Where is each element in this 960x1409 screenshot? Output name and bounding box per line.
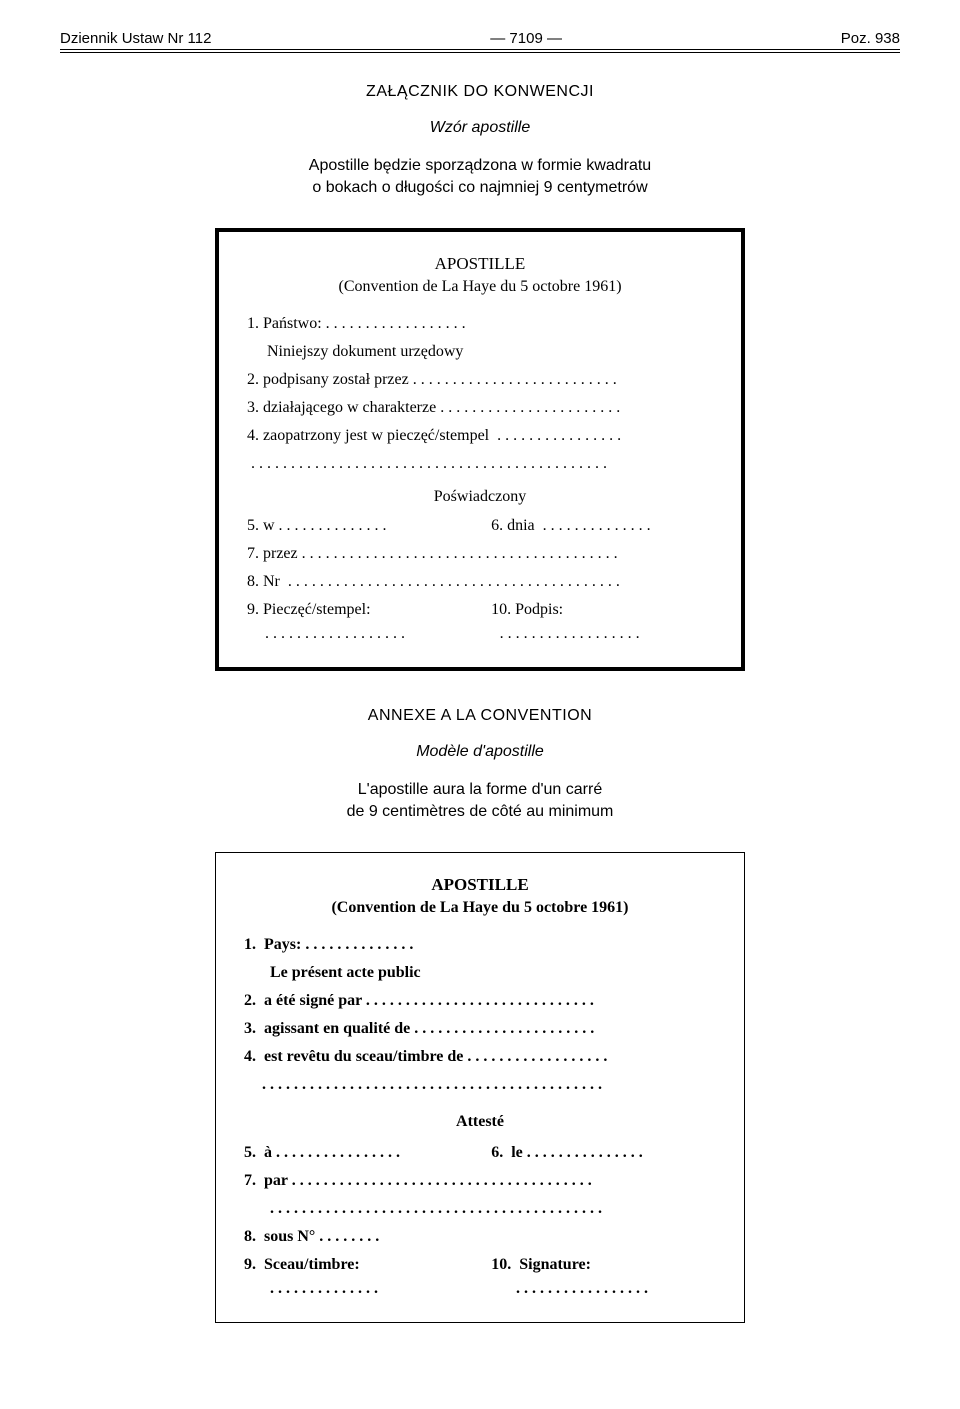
form-pl-convention: (Convention de La Haye du 5 octobre 1961…: [247, 278, 713, 296]
form-fr-line6: 6. le . . . . . . . . . . . . . . .: [491, 1139, 716, 1167]
form-fr-dots10: . . . . . . . . . . . . . . . . .: [516, 1279, 716, 1298]
form-pl-line1: 1. Państwo: . . . . . . . . . . . . . . …: [247, 310, 713, 338]
header-right: Poz. 938: [841, 30, 900, 47]
desc-fr-line2: de 9 centimètres de côté au minimum: [347, 803, 614, 820]
form-fr-line2: 2. a été signé par . . . . . . . . . . .…: [244, 987, 716, 1015]
form-pl-line2: 2. podpisany został przez . . . . . . . …: [247, 366, 713, 394]
form-fr-line8: 8. sous N° . . . . . . . .: [244, 1223, 716, 1251]
form-pl-line4cont: . . . . . . . . . . . . . . . . . . . . …: [251, 450, 713, 478]
form-pl-row910: 9. Pieczęć/stempel: 10. Podpis:: [247, 596, 713, 624]
form-pl-line8: 8. Nr . . . . . . . . . . . . . . . . . …: [247, 568, 713, 596]
page: Dziennik Ustaw Nr 112 — 7109 — Poz. 938 …: [0, 0, 960, 1409]
page-header: Dziennik Ustaw Nr 112 — 7109 — Poz. 938: [60, 30, 900, 50]
form-fr-line5: 5. à . . . . . . . . . . . . . . . .: [244, 1139, 491, 1167]
form-fr-certified: Attesté: [244, 1113, 716, 1131]
form-pl-dots10: . . . . . . . . . . . . . . . . . .: [500, 624, 713, 643]
form-pl-indent: Niniejszy dokument urzędowy: [267, 338, 713, 366]
form-fr-line4cont: . . . . . . . . . . . . . . . . . . . . …: [262, 1071, 716, 1099]
form-pl-line5: 5. w . . . . . . . . . . . . . .: [247, 512, 491, 540]
form-pl-line7: 7. przez . . . . . . . . . . . . . . . .…: [247, 540, 713, 568]
form-fr-title: APOSTILLE: [244, 875, 716, 895]
apostille-form-pl: APOSTILLE (Convention de La Haye du 5 oc…: [215, 228, 745, 671]
form-pl-line4: 4. zaopatrzony jest w pieczęć/stempel . …: [247, 422, 713, 450]
form-fr-indent: Le présent acte public: [270, 959, 716, 987]
form-fr-line3: 3. agissant en qualité de . . . . . . . …: [244, 1015, 716, 1043]
form-pl-row56: 5. w . . . . . . . . . . . . . . 6. dnia…: [247, 512, 713, 540]
form-fr-line10: 10. Signature:: [491, 1251, 716, 1279]
form-fr-row56: 5. à . . . . . . . . . . . . . . . . 6. …: [244, 1139, 716, 1167]
form-fr-row910dots: . . . . . . . . . . . . . . . . . . . . …: [244, 1279, 716, 1298]
form-pl-line10: 10. Podpis:: [491, 596, 713, 624]
form-fr-dots9: . . . . . . . . . . . . . .: [270, 1279, 490, 1298]
form-pl-line3: 3. działającego w charakterze . . . . . …: [247, 394, 713, 422]
section-pl-title: ZAŁĄCZNIK DO KONWENCJI: [60, 83, 900, 101]
form-pl-dots9: . . . . . . . . . . . . . . . . . .: [265, 624, 500, 643]
apostille-form-fr: APOSTILLE (Convention de La Haye du 5 oc…: [215, 852, 745, 1323]
section-fr-subtitle: Modèle d'apostille: [60, 743, 900, 761]
header-rule: [60, 52, 900, 53]
form-pl-line6: 6. dnia . . . . . . . . . . . . . .: [491, 512, 713, 540]
form-pl-line9: 9. Pieczęć/stempel:: [247, 596, 491, 624]
header-center: — 7109 —: [490, 30, 562, 47]
desc-fr-line1: L'apostille aura la forme d'un carré: [358, 781, 602, 798]
form-fr-line1: 1. Pays: . . . . . . . . . . . . . .: [244, 931, 716, 959]
form-fr-line9: 9. Sceau/timbre:: [244, 1251, 491, 1279]
section-fr-title: ANNEXE A LA CONVENTION: [60, 707, 900, 725]
form-fr-convention: (Convention de La Haye du 5 octobre 1961…: [244, 899, 716, 917]
form-fr-line7cont: . . . . . . . . . . . . . . . . . . . . …: [270, 1195, 716, 1223]
section-fr-desc: L'apostille aura la forme d'un carré de …: [60, 779, 900, 824]
section-pl-subtitle: Wzór apostille: [60, 119, 900, 137]
form-pl-certified: Poświadczony: [247, 488, 713, 506]
header-left: Dziennik Ustaw Nr 112: [60, 30, 211, 47]
form-fr-line7: 7. par . . . . . . . . . . . . . . . . .…: [244, 1167, 716, 1195]
form-fr-row910: 9. Sceau/timbre: 10. Signature:: [244, 1251, 716, 1279]
desc-pl-line1: Apostille będzie sporządzona w formie kw…: [309, 157, 651, 174]
form-pl-row910dots: . . . . . . . . . . . . . . . . . . . . …: [247, 624, 713, 643]
form-pl-title: APOSTILLE: [247, 254, 713, 274]
form-fr-line4: 4. est revêtu du sceau/timbre de . . . .…: [244, 1043, 716, 1071]
desc-pl-line2: o bokach o długości co najmniej 9 centym…: [312, 179, 647, 196]
section-pl-desc: Apostille będzie sporządzona w formie kw…: [60, 155, 900, 200]
